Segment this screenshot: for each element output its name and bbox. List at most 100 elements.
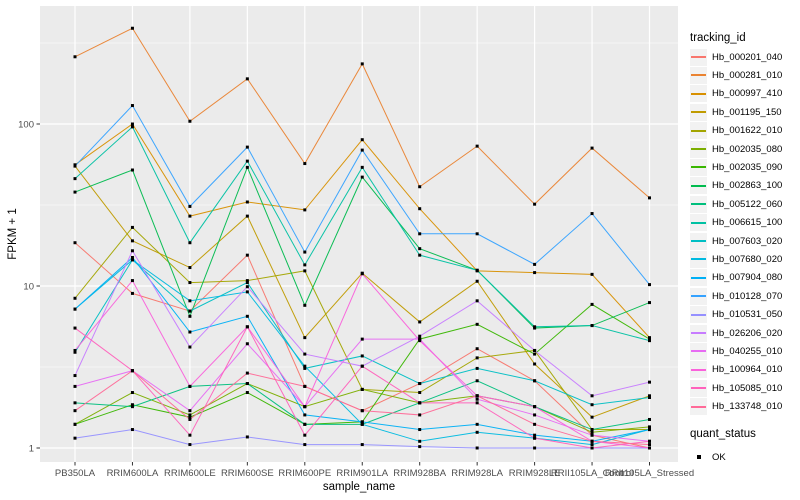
data-point-marker: [418, 339, 422, 343]
data-point-marker: [130, 279, 134, 283]
series-color-line-icon: [691, 203, 706, 206]
legend-item-Hb_002863_100: Hb_002863_100: [690, 177, 782, 195]
data-point-marker: [360, 138, 364, 142]
legend-item-label: Hb_000997_410: [712, 88, 783, 100]
data-point-marker: [418, 413, 422, 417]
data-point-marker: [533, 436, 537, 440]
legend-key-swatch: [690, 250, 707, 268]
data-point-marker: [648, 283, 651, 287]
data-point-marker: [245, 145, 249, 149]
legend-item-label: Hb_133748_010: [712, 401, 783, 413]
data-point-marker: [245, 77, 249, 81]
data-point-marker: [188, 299, 192, 303]
data-point-marker: [418, 232, 422, 236]
x-tick-label: RRIM600LE: [164, 468, 216, 479]
data-point-marker: [188, 241, 192, 245]
data-point-marker: [590, 394, 594, 398]
data-point-marker: [245, 279, 249, 283]
data-point-marker: [475, 366, 479, 370]
data-point-marker: [360, 148, 364, 152]
y-axis-title: FPKM + 1: [7, 208, 19, 260]
legend-item-label: Hb_006615_100: [712, 217, 783, 229]
data-point-marker: [130, 239, 134, 243]
legend-item-label: Hb_002035_090: [712, 161, 783, 173]
legend-key-swatch: [690, 158, 707, 176]
data-point-marker: [303, 162, 307, 166]
data-point-marker: [73, 374, 77, 378]
data-point-marker: [303, 433, 307, 437]
series-color-line-icon: [691, 387, 706, 390]
data-point-marker: [245, 435, 249, 439]
legend-item-label: Hb_007680_020: [712, 253, 783, 265]
legend-item-Hb_010128_070: Hb_010128_070: [690, 287, 782, 305]
series-color-line-icon: [691, 240, 706, 242]
data-point-marker: [475, 144, 479, 148]
data-point-marker: [533, 262, 537, 266]
data-point-marker: [590, 446, 594, 450]
data-point-marker: [73, 409, 77, 413]
data-point-marker: [590, 428, 594, 432]
legend-item-Hb_007680_020: Hb_007680_020: [690, 250, 782, 268]
data-point-marker: [590, 272, 594, 276]
data-point-marker: [245, 165, 249, 169]
legend-item-Hb_007603_020: Hb_007603_020: [690, 232, 782, 250]
data-point-marker: [245, 290, 249, 294]
legend-key-swatch: [690, 361, 707, 379]
data-point-marker: [130, 291, 134, 295]
legend-key-swatch: [690, 66, 707, 84]
data-point-marker: [360, 337, 364, 341]
data-point-marker: [533, 325, 537, 329]
data-point-marker: [648, 394, 651, 398]
legend-key-swatch: [690, 85, 707, 103]
data-point-marker: [648, 301, 651, 305]
y-tick-label: 100: [18, 120, 34, 131]
legend-item-label: Hb_000281_010: [712, 69, 783, 81]
data-point-marker: [245, 214, 249, 218]
x-tick-label: RRIM928BA: [393, 468, 446, 479]
data-point-marker: [590, 443, 594, 447]
legend-title-quant-status: quant_status: [690, 428, 756, 440]
data-point-marker: [590, 439, 594, 443]
data-point-marker: [130, 225, 134, 229]
data-point-marker: [130, 104, 134, 108]
data-point-marker: [73, 307, 77, 311]
legend-key-swatch: [690, 306, 707, 324]
data-point-marker: [188, 314, 192, 318]
legend-key-swatch: [690, 287, 707, 305]
data-point-marker: [188, 409, 192, 413]
series-color-line-icon: [691, 221, 706, 224]
data-point-marker: [648, 395, 651, 399]
data-point-marker: [73, 350, 77, 354]
legend-item-Hb_040255_010: Hb_040255_010: [690, 342, 782, 360]
data-point-marker: [475, 430, 479, 434]
data-point-marker: [648, 417, 651, 421]
data-point-marker: [245, 253, 249, 257]
data-point-marker: [73, 422, 77, 426]
legend-key-swatch: [690, 177, 707, 195]
data-point-marker: [188, 415, 192, 419]
x-tick-label: RRII105LA_Control: [551, 468, 633, 479]
data-point-marker: [533, 271, 537, 275]
data-point-marker: [533, 446, 537, 450]
data-point-marker: [303, 208, 307, 212]
data-point-marker: [188, 214, 192, 218]
data-point-marker: [188, 309, 192, 313]
data-point-marker: [303, 413, 307, 417]
data-point-marker: [475, 268, 479, 272]
data-point-marker: [648, 443, 651, 447]
series-color-line-icon: [691, 295, 706, 298]
series-color-line-icon: [691, 258, 706, 261]
data-point-marker: [418, 185, 422, 189]
data-point-marker: [188, 413, 192, 417]
series-color-line-icon: [691, 166, 706, 169]
data-point-marker: [360, 422, 364, 426]
data-point-marker: [648, 428, 651, 432]
data-point-marker: [475, 299, 479, 303]
data-point-marker: [188, 433, 192, 437]
x-tick-label: RRIM600PE: [278, 468, 331, 479]
series-color-line-icon: [691, 56, 706, 58]
data-point-marker: [418, 445, 422, 449]
data-point-marker: [130, 26, 134, 30]
series-color-line-icon: [691, 129, 706, 132]
